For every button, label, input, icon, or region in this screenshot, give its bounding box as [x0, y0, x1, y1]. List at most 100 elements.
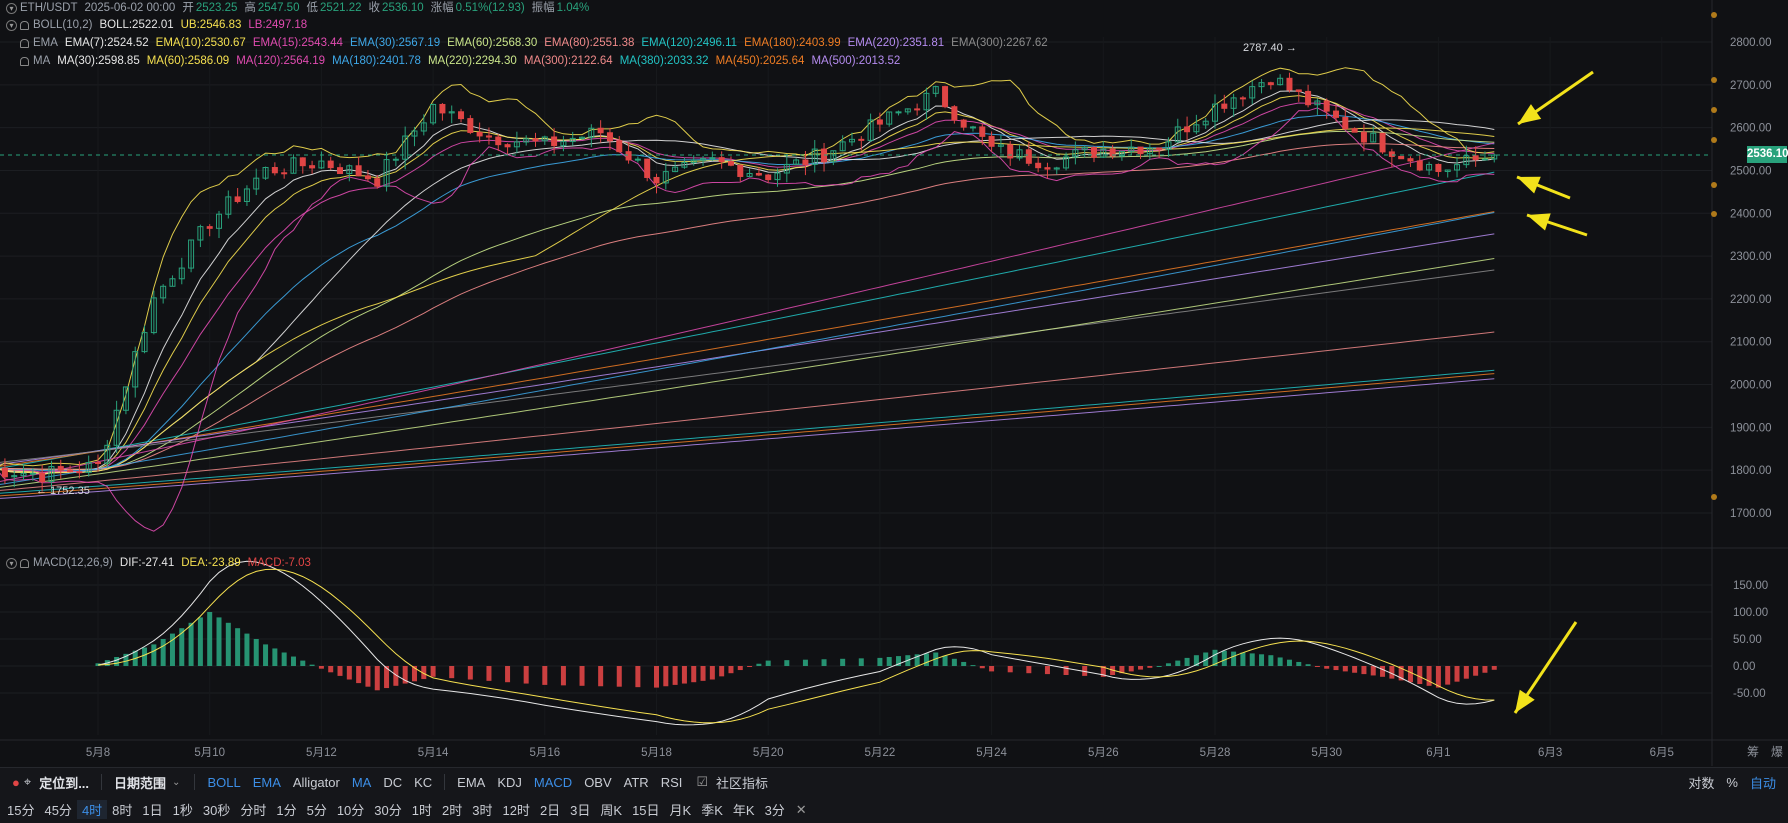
macd-histogram-bar: [979, 666, 985, 669]
scale-options: 对数% 自动: [1682, 768, 1782, 796]
sub-indicator-atr-toggle[interactable]: ATR: [623, 774, 649, 790]
indicator-dc-toggle[interactable]: DC: [383, 774, 403, 790]
interval-button[interactable]: 年K: [732, 803, 755, 818]
candle-body: [969, 126, 976, 129]
candle-body: [271, 167, 278, 174]
candle-body: [1435, 163, 1442, 172]
candle-body: [1426, 163, 1433, 171]
indicator-ma-toggle[interactable]: MA: [351, 774, 372, 790]
sub-indicator-rsi-toggle[interactable]: RSI: [660, 774, 683, 790]
sub-indicator-kdj-toggle[interactable]: KDJ: [497, 774, 522, 790]
macd-legend: ▾ MACD(12,26,9) DIF:-27.41 DEA:-23.89 MACD…: [0, 555, 318, 571]
macd-histogram-bar: [942, 655, 948, 666]
macd-histogram-bar: [1268, 655, 1274, 666]
alert-bell-icon[interactable]: [20, 38, 29, 48]
interval-button[interactable]: 15日: [632, 803, 660, 818]
sub-indicator-ema-toggle[interactable]: EMA: [457, 774, 486, 790]
interval-button[interactable]: 周K: [600, 803, 623, 818]
scale-option-button[interactable]: %: [1726, 774, 1738, 790]
interval-button[interactable]: 季K: [701, 803, 723, 818]
interval-button[interactable]: 1日: [142, 803, 163, 818]
candle-body: [290, 157, 297, 174]
candle-body: [1128, 146, 1135, 152]
macd-histogram-bar: [681, 666, 687, 684]
sub-indicator-macd-toggle[interactable]: MACD: [533, 774, 573, 790]
macd-histogram-bar: [896, 656, 902, 666]
macd-legend-item: DIF:-27.41: [119, 557, 175, 569]
interval-button[interactable]: 1分: [276, 803, 297, 818]
candle-body: [113, 409, 120, 446]
interval-button[interactable]: 12时: [502, 803, 530, 818]
macd-y-tick-label: 50.00: [1733, 634, 1762, 646]
alert-bell-icon[interactable]: [20, 20, 29, 30]
interval-button[interactable]: 30分: [374, 803, 402, 818]
candle-body: [1072, 149, 1079, 158]
indicator-ema-toggle[interactable]: EMA: [252, 774, 281, 790]
close-icon[interactable]: ✕: [795, 801, 807, 817]
candle-body: [243, 188, 250, 202]
community-icon[interactable]: ☑: [696, 774, 709, 789]
interval-button[interactable]: 8时: [112, 803, 133, 818]
ema-legend-item: EMA(180):2403.99: [744, 37, 841, 49]
indicator-alligator-toggle[interactable]: Alligator: [292, 774, 340, 790]
macd-histogram-bar: [877, 657, 883, 666]
interval-button[interactable]: 2日: [539, 803, 561, 818]
ma-line: [0, 331, 1495, 491]
date-range-button[interactable]: 日期范围: [114, 775, 167, 791]
macd-histogram-bar: [1100, 666, 1106, 677]
chart-canvas[interactable]: 2800.00 2700.00 2600.00 2500.00 2400.00 2300.…: [0, 0, 1788, 766]
interval-button[interactable]: 2时: [442, 803, 463, 818]
candle-body: [39, 472, 46, 483]
candle-body: [104, 444, 111, 464]
collapse-icon[interactable]: ▾: [6, 19, 17, 31]
interval-button[interactable]: 3分: [764, 803, 785, 818]
candle-body: [1463, 155, 1470, 166]
collapse-icon[interactable]: ▾: [6, 2, 17, 14]
scale-option-button[interactable]: 对数: [1688, 775, 1715, 791]
candle-body: [513, 141, 520, 148]
candle-body: [439, 103, 446, 114]
candle-body: [281, 172, 288, 175]
macd-histogram-bar: [207, 612, 213, 666]
macd-histogram-bar: [318, 666, 324, 669]
interval-button[interactable]: 15分: [7, 803, 35, 818]
locate-icon[interactable]: ●: [12, 774, 20, 790]
macd-histogram-bar: [1426, 666, 1432, 686]
interval-button[interactable]: 30秒: [202, 803, 231, 818]
indicator-kc-toggle[interactable]: KC: [414, 774, 433, 790]
interval-button[interactable]: 3时: [472, 803, 493, 818]
macd-histogram-bar: [309, 664, 315, 666]
chevron-down-icon[interactable]: ⌄: [172, 776, 181, 788]
macd-histogram-bar: [542, 666, 548, 685]
community-indicators-button[interactable]: 社区指标: [716, 775, 769, 791]
collapse-icon[interactable]: ▾: [6, 557, 17, 569]
interval-button[interactable]: 45分: [44, 803, 72, 818]
scale-option-button[interactable]: 自动: [1749, 775, 1776, 791]
candle-body: [746, 172, 753, 177]
locate-icon[interactable]: ⌖: [23, 774, 32, 789]
candle-body: [1025, 149, 1032, 164]
interval-button[interactable]: 10分: [336, 803, 365, 818]
interval-button[interactable]: 5分: [306, 803, 327, 818]
ma-legend-item: MA(500):2013.52: [811, 55, 901, 67]
candle-body: [662, 171, 669, 184]
interval-button[interactable]: 1时: [411, 803, 432, 818]
candle-body: [1016, 149, 1023, 159]
interval-button[interactable]: 3日: [570, 803, 591, 818]
interval-button[interactable]: 分时: [240, 803, 267, 818]
candle-body: [811, 148, 818, 165]
sub-indicator-obv-toggle[interactable]: OBV: [584, 774, 612, 790]
macd-histogram-bar: [151, 644, 157, 666]
y-tick-label: 2500.00: [1730, 165, 1772, 177]
alert-bell-icon[interactable]: [20, 558, 29, 568]
macd-histogram-bar: [598, 666, 604, 687]
interval-button[interactable]: 1秒: [172, 803, 193, 818]
alert-bell-icon[interactable]: [20, 56, 29, 66]
interval-button[interactable]: 月K: [669, 803, 692, 818]
interval-button[interactable]: 4时: [76, 800, 108, 819]
indicator-boll-toggle[interactable]: BOLL: [207, 774, 241, 790]
y-tick-label: 2100.00: [1730, 337, 1772, 349]
ma-legend-item: MA(60):2586.09: [146, 55, 230, 67]
locate-button[interactable]: 定位到...: [39, 775, 90, 791]
ema-line: [0, 130, 1495, 471]
